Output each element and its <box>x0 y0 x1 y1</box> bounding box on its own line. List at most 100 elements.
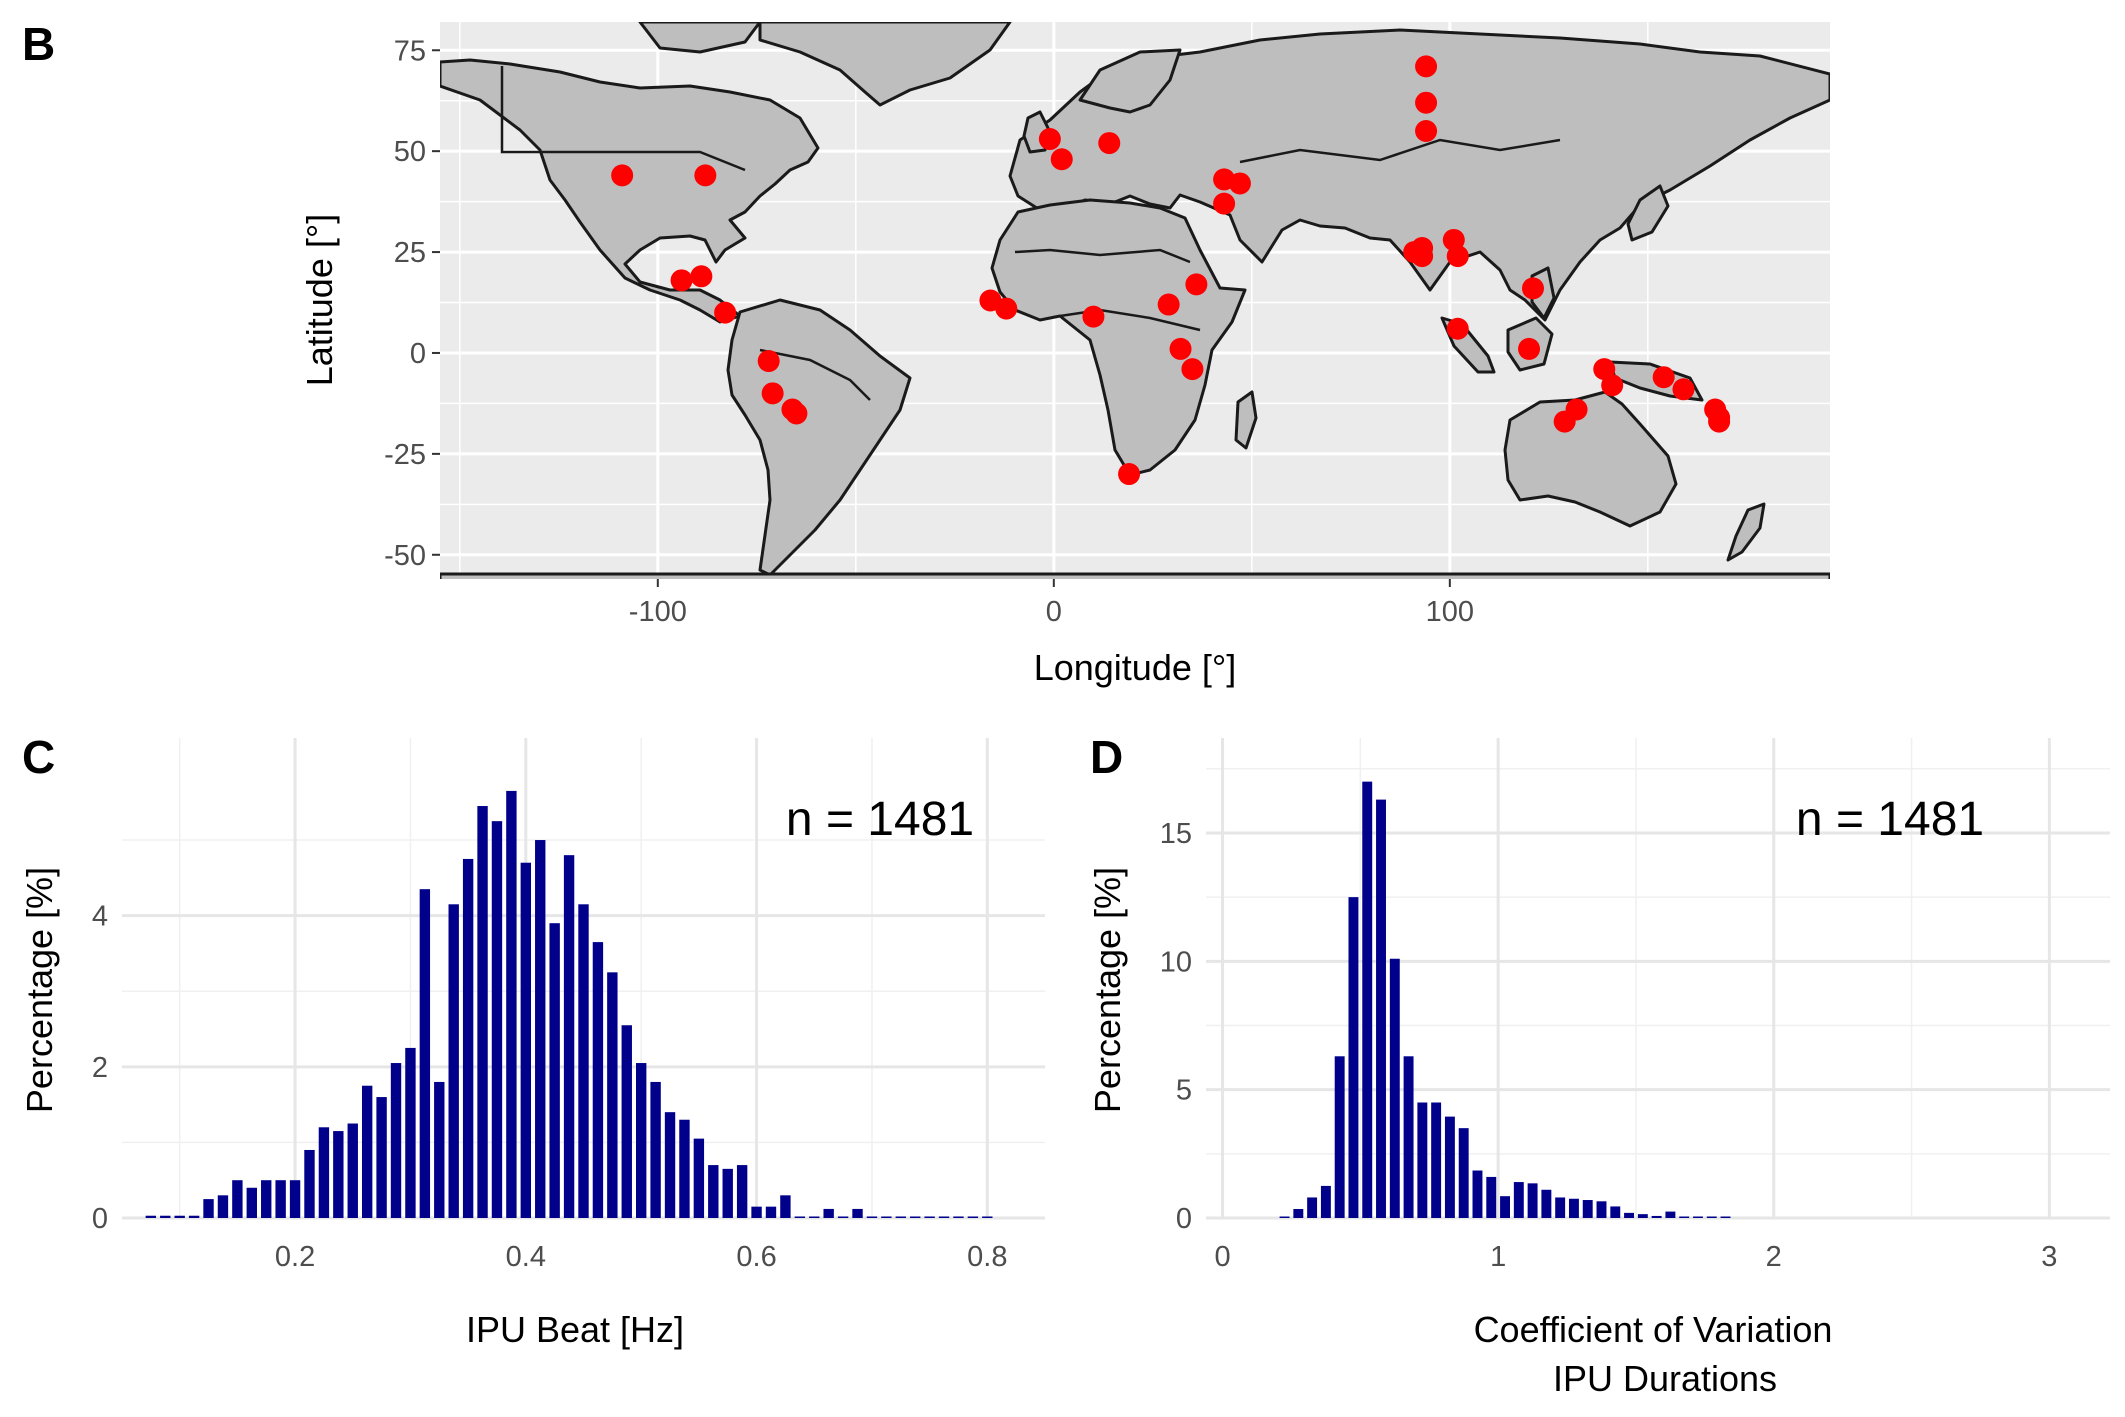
hist-bar <box>1679 1216 1690 1218</box>
hist-bar <box>953 1216 964 1218</box>
hist-y-tick-label: 10 <box>1160 946 1192 978</box>
hist-bar <box>722 1168 733 1218</box>
hist-bar <box>1582 1200 1593 1218</box>
map-point <box>1446 245 1469 268</box>
map-point <box>1553 410 1576 433</box>
hist-d-n-label: n = 1481 <box>1796 793 1984 846</box>
hist-bar <box>837 1216 849 1218</box>
hist-d-axes: 0 1 2 3 0 5 10 15 <box>1160 818 2058 1273</box>
hist-bar <box>924 1216 935 1218</box>
hist-bar <box>160 1215 171 1218</box>
hist-bar <box>938 1216 950 1218</box>
map-point <box>1082 305 1105 328</box>
map-point <box>1652 366 1675 389</box>
hist-bar <box>1693 1216 1703 1218</box>
hist-bar <box>693 1138 705 1218</box>
hist-bar <box>592 942 604 1218</box>
hist-bar <box>1348 897 1359 1218</box>
land-australia <box>1503 390 1678 528</box>
map-point <box>1415 119 1438 142</box>
map-point <box>1521 277 1544 300</box>
map-point <box>694 164 717 187</box>
hist-bar <box>967 1216 979 1218</box>
hist-x-tick-label: 3 <box>2041 1241 2057 1273</box>
hist-bar <box>1596 1201 1607 1218</box>
hist-bar <box>1334 1056 1345 1218</box>
hist-d-x-axis-title-line2: IPU Durations <box>1553 1358 1777 1399</box>
map-x-tick-label: -100 <box>629 596 687 628</box>
panel-label-d: D <box>1090 731 1123 783</box>
hist-bar <box>563 855 575 1218</box>
map-point <box>761 382 784 405</box>
hist-c-n-label: n = 1481 <box>786 793 974 846</box>
hist-bar <box>751 1206 762 1218</box>
hist-bar <box>823 1208 834 1218</box>
hist-bar <box>1555 1197 1566 1218</box>
map-point <box>1601 374 1624 397</box>
hist-y-tick-label: 2 <box>92 1052 108 1084</box>
land-japan <box>1626 184 1670 242</box>
map-x-axis-title: Longitude [°] <box>1034 647 1237 688</box>
world-land <box>440 22 1830 579</box>
hist-bar <box>405 1047 416 1218</box>
hist-bar <box>1665 1211 1676 1218</box>
hist-x-tick-label: 0 <box>1214 1241 1230 1273</box>
hist-bar <box>333 1131 344 1218</box>
map-point <box>690 265 713 288</box>
map-point <box>1213 192 1236 215</box>
map-point <box>714 301 737 324</box>
hist-bar <box>1444 1116 1455 1218</box>
hist-bar <box>1720 1216 1731 1218</box>
land-eurasia <box>1008 28 1830 322</box>
map-y-tick-label: 75 <box>394 35 426 67</box>
map-point <box>1411 245 1434 268</box>
hist-bar <box>852 1208 863 1218</box>
hist-bar <box>635 1063 647 1218</box>
hist-bar <box>506 790 517 1218</box>
hist-bar <box>809 1216 820 1218</box>
hist-c-bars <box>145 790 993 1218</box>
hist-bar <box>318 1127 330 1218</box>
border-asia-central <box>1239 138 1561 164</box>
panel-b-map: B <box>22 18 1830 688</box>
hist-bar <box>1279 1216 1290 1218</box>
land-antarctica <box>440 572 1830 579</box>
hist-bar <box>188 1215 200 1218</box>
panel-label-c: C <box>22 731 55 783</box>
hist-x-tick-label: 0.6 <box>736 1241 776 1273</box>
map-point <box>1415 91 1438 114</box>
hist-bar <box>462 858 474 1218</box>
hist-bar <box>910 1216 921 1218</box>
hist-y-tick-label: 5 <box>1176 1075 1192 1107</box>
panel-c-histogram: C 0.2 0.4 0.6 0.8 0 2 4 n = 1481 IPU Beat [Hz]… <box>19 731 1045 1350</box>
hist-bar <box>434 1081 445 1218</box>
land-new-zealand <box>1726 502 1766 562</box>
hist-bar <box>448 904 459 1218</box>
hist-bar <box>1458 1128 1469 1218</box>
map-point <box>1708 410 1731 433</box>
land-africa <box>990 198 1247 477</box>
hist-y-tick-label: 0 <box>92 1203 108 1235</box>
panel-label-b: B <box>22 18 55 70</box>
hist-bar <box>390 1063 402 1218</box>
map-y-tick-label: 50 <box>394 136 426 168</box>
map-land-viewport <box>440 22 1830 579</box>
hist-y-tick-label: 15 <box>1160 818 1192 850</box>
hist-bar <box>203 1199 214 1218</box>
hist-bar <box>1403 1056 1414 1218</box>
hist-bar <box>289 1180 301 1218</box>
hist-x-tick-label: 0.2 <box>275 1241 315 1273</box>
map-point <box>1415 55 1438 78</box>
land-madagascar <box>1234 390 1258 450</box>
hist-bar <box>232 1180 243 1218</box>
hist-bar <box>549 923 560 1218</box>
hist-bar <box>866 1216 878 1218</box>
map-point <box>1228 172 1251 195</box>
map-point <box>1169 337 1192 360</box>
hist-d-bars <box>1279 781 1731 1218</box>
hist-bar <box>1651 1215 1662 1218</box>
hist-bar <box>1431 1102 1442 1218</box>
hist-bar <box>520 862 532 1218</box>
hist-y-tick-label: 0 <box>1176 1203 1192 1235</box>
